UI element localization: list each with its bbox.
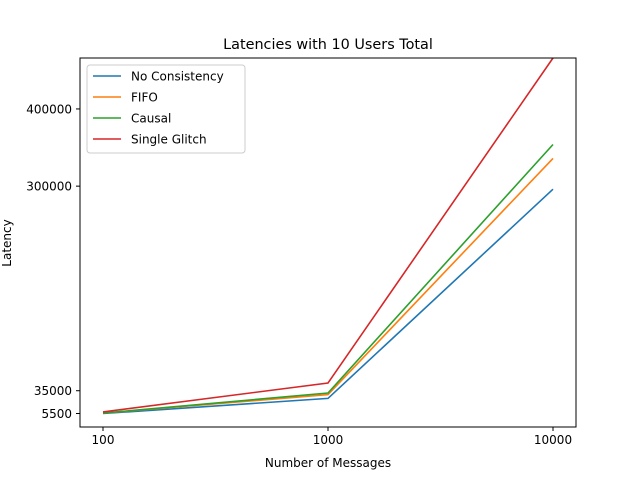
- series-line-no-consistency: [102, 188, 554, 415]
- y-tick-label: 400000: [26, 102, 72, 116]
- series-lines: [102, 57, 554, 415]
- legend-label: No Consistency: [131, 70, 224, 84]
- y-axis-ticks: 5500 35000 300000 400000: [26, 102, 80, 421]
- legend-label: FIFO: [131, 91, 158, 105]
- series-line-causal: [102, 143, 554, 414]
- x-tick-label: 100: [92, 433, 115, 447]
- x-axis-label: Number of Messages: [265, 456, 391, 470]
- y-tick-label: 300000: [26, 180, 72, 194]
- legend: No Consistency FIFO Causal Single Glitch: [86, 64, 246, 154]
- legend-box: [86, 64, 246, 154]
- x-tick-label: 10000: [534, 433, 572, 447]
- x-tick-label: 1000: [313, 433, 344, 447]
- y-axis-label: Latency: [0, 219, 14, 266]
- series-line-single-glitch: [102, 57, 554, 413]
- y-tick-label: 5500: [41, 407, 72, 421]
- y-tick-label: 35000: [34, 384, 72, 398]
- chart-title: Latencies with 10 Users Total: [223, 37, 433, 53]
- legend-label: Single Glitch: [131, 133, 207, 147]
- x-axis-ticks: 100 1000 10000: [92, 427, 572, 447]
- legend-label: Causal: [131, 112, 171, 126]
